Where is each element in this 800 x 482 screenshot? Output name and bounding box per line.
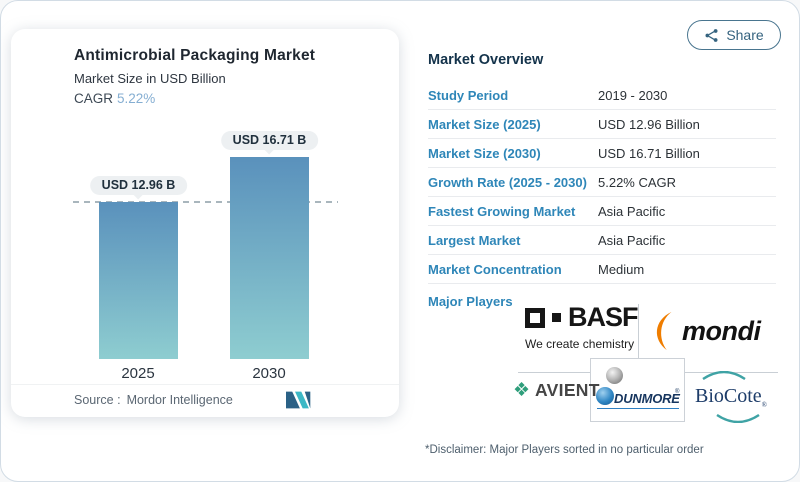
logo-divider	[638, 304, 639, 358]
major-players-label: Major Players	[428, 294, 513, 309]
overview-row-value: Asia Pacific	[598, 232, 666, 248]
overview-row-study-period: Study Period 2019 - 2030	[428, 81, 776, 110]
chart-title: Antimicrobial Packaging Market	[74, 47, 316, 64]
basf-logo: BASF We create chemistry	[525, 302, 638, 351]
source-row: Source : Mordor Intelligence	[11, 384, 399, 417]
mordor-intelligence-logo-icon	[286, 390, 311, 415]
overview-row-growth-rate: Growth Rate (2025 - 2030) 5.22% CAGR	[428, 168, 776, 197]
bar-2025	[99, 202, 178, 359]
overview-row-label: Market Concentration	[428, 261, 562, 277]
mondi-wordmark: mondi	[682, 315, 761, 346]
market-chart-card: USD 12.96 B USD 16.71 B Antimicrobial Pa…	[11, 29, 399, 417]
dunmore-logo: DUNMORE ®	[590, 358, 685, 422]
cagr-value: 5.22%	[117, 91, 156, 106]
overview-row-value: USD 12.96 Billion	[598, 116, 700, 132]
share-button-label: Share	[726, 27, 764, 43]
chart-subtitle: Market Size in USD Billion	[74, 71, 226, 86]
mondi-logo: mondi	[646, 310, 761, 352]
overview-row-label: Fastest Growing Market	[428, 203, 576, 219]
share-button[interactable]: Share	[687, 20, 781, 50]
overview-row-value: USD 16.71 Billion	[598, 145, 700, 161]
overview-row-fastest-growing-market: Fastest Growing Market Asia Pacific	[428, 197, 776, 226]
avient-diamond-icon: ❖	[513, 380, 531, 401]
overview-row-label: Growth Rate (2025 - 2030)	[428, 174, 587, 190]
share-nodes-icon	[705, 28, 718, 42]
cagr-label: CAGR	[74, 91, 114, 106]
bar-value-label-2025: USD 12.96 B	[89, 176, 188, 196]
mondi-swoosh-icon	[656, 311, 672, 351]
overview-row-label: Market Size (2025)	[428, 116, 541, 132]
source-value: Mordor Intelligence	[126, 393, 233, 407]
overview-row-largest-market: Largest Market Asia Pacific	[428, 226, 776, 255]
cagr-line: CAGR 5.22%	[74, 91, 155, 106]
biocote-top-arc-icon	[702, 370, 746, 381]
overview-row-label: Largest Market	[428, 232, 521, 248]
disclaimer-text: *Disclaimer: Major Players sorted in no …	[425, 444, 704, 456]
x-axis-label-2030: 2030	[252, 365, 286, 382]
overview-row-market-concentration: Market Concentration Medium	[428, 255, 776, 284]
registered-mark: ®	[761, 401, 767, 409]
overview-row-value: 2019 - 2030	[598, 87, 668, 103]
dunmore-sphere-icon	[606, 367, 623, 384]
reference-line	[73, 201, 338, 204]
biocote-bottom-arc-icon	[716, 413, 760, 423]
overview-row-market-size-2025: Market Size (2025) USD 12.96 Billion	[428, 110, 776, 139]
overview-row-value: 5.22% CAGR	[598, 174, 677, 190]
avient-logo: ❖ AVIENT	[513, 380, 600, 401]
dunmore-underline	[597, 408, 679, 409]
basf-square-outline-icon	[525, 307, 545, 328]
basf-tagline: We create chemistry	[525, 337, 635, 351]
basf-square-dot-icon	[552, 313, 561, 322]
dunmore-wordmark: DUNMORE	[614, 391, 680, 406]
dunmore-ball-icon	[596, 387, 614, 405]
bar-value-text: USD 12.96 B	[101, 178, 176, 193]
logo-grid-line	[518, 372, 590, 373]
overview-row-market-size-2030: Market Size (2030) USD 16.71 Billion	[428, 139, 776, 168]
overview-row-label: Market Size (2030)	[428, 145, 541, 161]
bar-chart: USD 12.96 B USD 16.71 B	[11, 29, 399, 359]
bar-2030	[230, 157, 309, 359]
x-axis-label-2025: 2025	[121, 365, 155, 382]
bar-value-label-2030: USD 16.71 B	[220, 131, 319, 150]
overview-row-value: Medium	[598, 261, 645, 277]
biocote-logo: BioCote®	[687, 367, 775, 428]
avient-wordmark: AVIENT	[535, 380, 600, 400]
registered-mark: ®	[675, 389, 680, 395]
overview-heading: Market Overview	[428, 52, 544, 68]
overview-row-value: Asia Pacific	[598, 203, 666, 219]
overview-row-label: Study Period	[428, 87, 509, 103]
bar-value-text: USD 16.71 B	[232, 133, 307, 147]
basf-wordmark: BASF	[568, 302, 638, 332]
source-label: Source :	[74, 393, 121, 407]
overview-table: Study Period 2019 - 2030 Market Size (20…	[428, 81, 776, 284]
source-text: Source : Mordor Intelligence	[74, 393, 233, 407]
biocote-wordmark: BioCote®	[695, 385, 767, 409]
